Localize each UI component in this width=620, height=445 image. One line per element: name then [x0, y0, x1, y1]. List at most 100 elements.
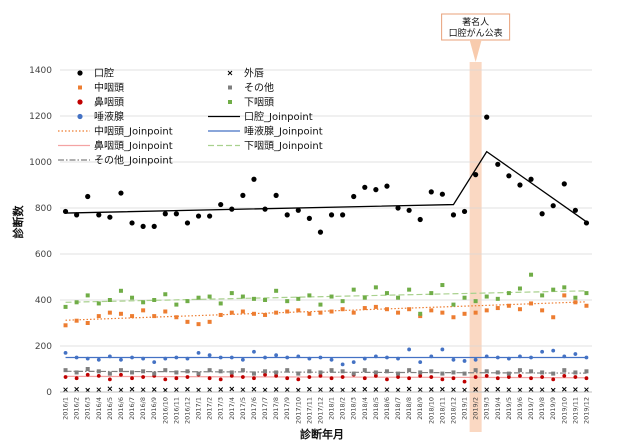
point-s3-9 — [163, 356, 168, 361]
point-s1-9 — [162, 387, 168, 393]
point-s0-31 — [406, 207, 412, 213]
point-s2-30 — [396, 310, 401, 315]
legend-label-1: 外唇 — [244, 68, 264, 80]
point-s1-4 — [107, 386, 113, 392]
point-s3-21 — [296, 354, 301, 359]
point-s3-12 — [196, 351, 201, 355]
point-s1-47 — [584, 387, 589, 393]
x-tick-label-2019-5: 2019/5 — [505, 397, 513, 420]
x-tick-label-2018-8: 2018/8 — [405, 397, 413, 420]
point-s2-44 — [551, 315, 556, 320]
point-s1-24 — [329, 387, 334, 392]
point-s4-20 — [285, 299, 290, 304]
point-s5-11 — [185, 375, 190, 379]
point-s4-1 — [74, 300, 79, 305]
point-s3-47 — [584, 355, 589, 360]
point-s2-6 — [130, 314, 135, 319]
x-tick-label-2019-6: 2019/6 — [516, 397, 524, 420]
point-s1-45 — [561, 386, 567, 392]
point-s3-1 — [74, 355, 79, 360]
x-tick-label-2018-4: 2018/4 — [361, 397, 369, 420]
x-tick-label-2018-6: 2018/6 — [383, 397, 391, 420]
point-s4-13 — [207, 294, 212, 299]
point-s5-18 — [263, 372, 267, 377]
point-s6-15 — [229, 370, 234, 375]
point-s4-47 — [584, 291, 589, 296]
point-s4-9 — [163, 292, 168, 297]
point-s5-0 — [63, 375, 68, 379]
point-s6-9 — [163, 368, 168, 373]
point-s0-7 — [140, 223, 146, 229]
point-s1-21 — [295, 387, 301, 393]
point-s0-34 — [439, 191, 445, 197]
point-s2-35 — [451, 315, 456, 320]
point-s2-13 — [207, 319, 212, 324]
point-s6-14 — [218, 369, 223, 374]
y-tick-label-0: 0 — [46, 388, 52, 398]
highlight-callout-arrow — [469, 40, 482, 62]
legend-label-9: 唾液腺_Joinpoint — [244, 125, 323, 138]
point-s4-46 — [573, 295, 578, 300]
point-s6-40 — [506, 371, 511, 376]
point-s6-4 — [107, 371, 112, 376]
point-s0-11 — [184, 220, 191, 226]
point-s1-20 — [284, 387, 290, 393]
point-s4-34 — [440, 283, 445, 288]
point-s5-7 — [141, 375, 146, 379]
x-tick-label-2016-12: 2016/12 — [183, 397, 191, 424]
x-axis-title: 診断年月 — [300, 427, 344, 441]
point-s2-26 — [351, 310, 356, 315]
point-s3-23 — [318, 355, 323, 360]
point-s3-20 — [285, 355, 290, 360]
point-s5-39 — [495, 376, 500, 381]
point-s4-26 — [351, 287, 356, 292]
x-tick-label-2019-12: 2019/12 — [582, 397, 590, 424]
point-s3-34 — [440, 347, 445, 352]
point-s2-19 — [274, 310, 279, 315]
legend-label-7: 口腔_Joinpoint — [244, 110, 313, 123]
point-s4-30 — [396, 295, 401, 300]
point-s2-14 — [218, 312, 223, 317]
legend-item-5: 下咽頭 — [228, 97, 274, 109]
point-s2-0 — [63, 323, 68, 328]
joinpoint-line-5 — [65, 150, 587, 223]
point-s3-32 — [418, 360, 423, 364]
x-tick-label-2016-3: 2016/3 — [84, 397, 92, 420]
point-s0-19 — [273, 192, 279, 198]
point-s0-5 — [118, 190, 124, 196]
point-s4-43 — [540, 293, 545, 298]
point-s2-9 — [163, 309, 168, 314]
y-tick-label-1000: 1000 — [29, 158, 52, 168]
legend-swatch-3 — [77, 113, 83, 120]
point-s0-20 — [284, 212, 290, 218]
point-s1-17 — [251, 386, 257, 392]
point-s2-39 — [495, 306, 500, 311]
point-s2-28 — [373, 304, 378, 309]
legend-label-2: 中咽頭 — [94, 81, 124, 94]
point-s3-33 — [429, 354, 434, 359]
point-s3-42 — [529, 355, 533, 360]
x-tick-label-2018-2: 2018/2 — [339, 397, 347, 420]
legend-swatch-0 — [77, 70, 83, 76]
x-tick-label-2018-11: 2018/11 — [438, 397, 446, 424]
point-s2-38 — [484, 308, 489, 313]
legend-label-4: 鼻咽頭 — [94, 96, 124, 109]
point-s3-4 — [107, 354, 112, 359]
x-tick-label-2019-8: 2019/8 — [538, 397, 546, 420]
point-s0-45 — [561, 181, 567, 187]
x-tick-label-2016-5: 2016/5 — [106, 397, 114, 420]
point-s5-35 — [451, 376, 456, 381]
y-tick-label-200: 200 — [35, 342, 52, 352]
point-s4-33 — [429, 291, 434, 296]
point-s4-39 — [495, 296, 500, 301]
x-tick-label-2018-5: 2018/5 — [372, 397, 380, 420]
point-s3-27 — [362, 356, 367, 361]
point-s3-26 — [351, 360, 356, 364]
legend-item-11: 下咽頭_Joinpoint — [208, 140, 323, 152]
x-tick-label-2017-2: 2017/2 — [206, 397, 214, 420]
point-s1-28 — [373, 387, 379, 392]
point-s6-32 — [418, 370, 423, 375]
point-s6-39 — [495, 370, 500, 375]
point-s6-3 — [96, 369, 101, 374]
